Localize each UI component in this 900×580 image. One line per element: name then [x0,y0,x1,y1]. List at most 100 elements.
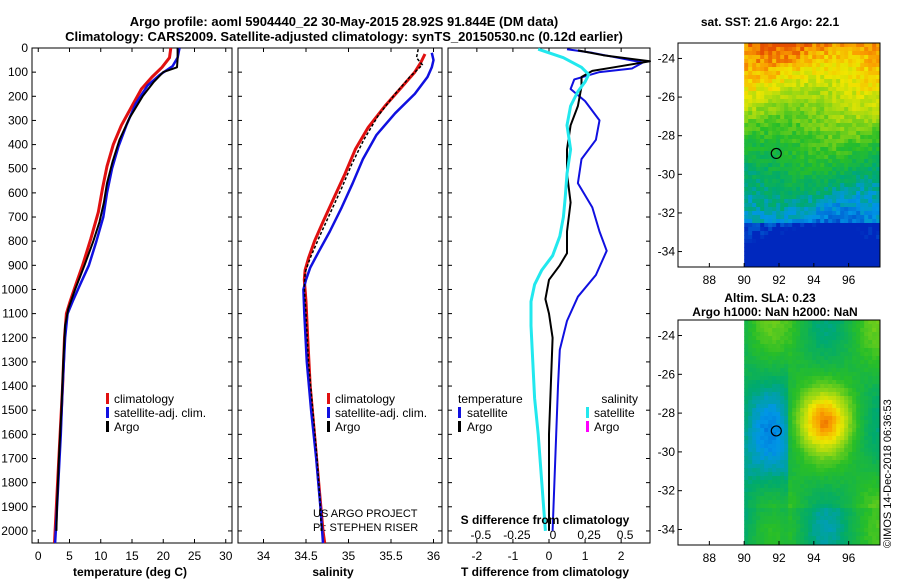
heatmap-cell [832,183,837,188]
sla-map-panel: 88 90 92 94 96-24-26-28-30-32-34 [658,319,881,565]
heatmap-cell [800,392,805,397]
heatmap-cell [844,468,849,473]
heatmap-cell [764,404,769,409]
heatmap-cell [780,476,785,481]
heatmap-cell [792,360,797,365]
heatmap-cell [744,147,749,152]
heatmap-cell [816,83,821,88]
heatmap-cell [836,75,841,80]
heatmap-cell [828,500,833,505]
heatmap-cell [752,79,757,84]
heatmap-cell [744,384,749,389]
heatmap-cell [792,67,797,72]
heatmap-cell [808,223,813,228]
heatmap-cell [836,444,841,449]
heatmap-cell [864,203,869,208]
heatmap-cell [848,47,853,52]
heatmap-cell [764,167,769,172]
heatmap-cell [840,91,845,96]
heatmap-cell [748,436,753,441]
heatmap-cell [784,247,789,252]
heatmap-cell [848,464,853,469]
heatmap-cell [796,107,801,112]
heatmap-cell [848,420,853,425]
heatmap-cell [756,368,761,373]
heatmap-cell [824,251,829,256]
heatmap-cell [780,520,785,525]
heatmap-cell [772,215,777,220]
heatmap-cell [784,215,789,220]
heatmap-cell [760,440,765,445]
heatmap-cell [792,476,797,481]
heatmap-cell [768,91,773,96]
heatmap-cell [804,428,809,433]
heatmap-cell [820,456,825,461]
heatmap-cell [832,199,837,204]
heatmap-cell [860,480,865,485]
heatmap-cell [760,508,765,513]
heatmap-cell [840,131,845,136]
heatmap-cell [820,520,825,525]
heatmap-cell [816,352,821,357]
heatmap-cell [764,428,769,433]
heatmap-cell [876,151,881,156]
heatmap-cell [780,396,785,401]
heatmap-cell [832,191,837,196]
heatmap-cell [760,255,765,260]
heatmap-cell [876,484,881,489]
heatmap-cell [860,263,865,268]
heatmap-cell [844,215,849,220]
heatmap-cell [840,203,845,208]
heatmap-cell [856,191,861,196]
heatmap-cell [828,215,833,220]
heatmap-cell [836,448,841,453]
heatmap-cell [844,247,849,252]
heatmap-cell [876,223,881,228]
heatmap-cell [812,532,817,537]
heatmap-cell [780,344,785,349]
heatmap-cell [876,404,881,409]
heatmap-cell [780,420,785,425]
heatmap-cell [784,147,789,152]
heatmap-cell [856,444,861,449]
heatmap-cell [808,356,813,361]
heatmap-cell [856,536,861,541]
heatmap-cell [836,440,841,445]
heatmap-cell [744,99,749,104]
heatmap-cell [752,484,757,489]
heatmap-cell [812,219,817,224]
heatmap-cell [860,528,865,533]
heatmap-cell [872,356,877,361]
heatmap-cell [868,115,873,120]
heatmap-cell [796,320,801,325]
argo-location-marker [770,147,782,160]
heatmap-cell [876,400,881,405]
heatmap-cell [872,127,877,132]
heatmap-cell [808,207,813,212]
heatmap-cell [844,51,849,56]
heatmap-cell [860,71,865,76]
heatmap-cell [784,119,789,124]
heatmap-cell [796,123,801,128]
heatmap-cell [772,484,777,489]
heatmap-cell [780,159,785,164]
heatmap-cell [840,536,845,541]
heatmap-cell [748,500,753,505]
heatmap-cell [852,536,857,541]
heatmap-cell [760,191,765,196]
heatmap-cell [808,516,813,521]
heatmap-cell [788,388,793,393]
heatmap-cell [860,183,865,188]
heatmap-cell [864,408,869,413]
heatmap-cell [796,396,801,401]
heatmap-cell [828,444,833,449]
heatmap-cell [756,348,761,353]
heatmap-cell [764,263,769,268]
heatmap-cell [816,380,821,385]
heatmap-cell [860,408,865,413]
heatmap-cell [836,344,841,349]
heatmap-cell [864,528,869,533]
heatmap-cell [796,151,801,156]
heatmap-cell [868,348,873,353]
heatmap-cell [840,392,845,397]
